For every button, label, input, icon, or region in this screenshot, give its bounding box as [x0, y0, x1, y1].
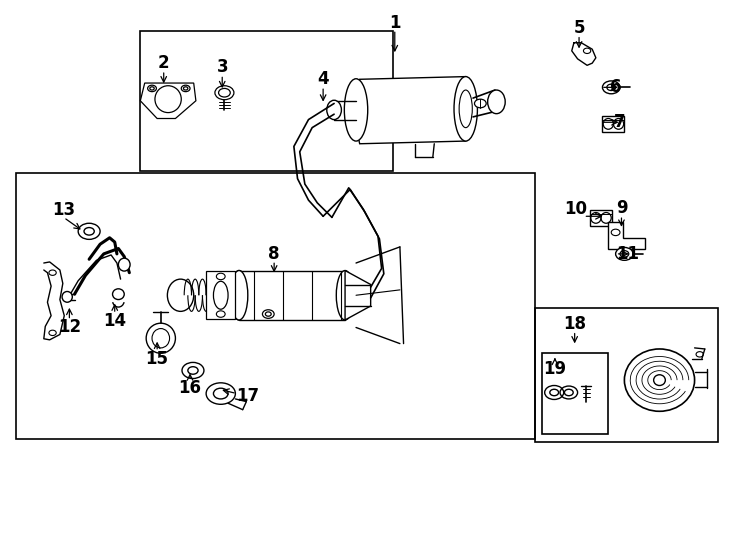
Bar	[603, 116, 625, 132]
Ellipse shape	[181, 85, 190, 92]
Text: 16: 16	[178, 379, 202, 397]
Bar	[590, 210, 612, 226]
Polygon shape	[352, 77, 473, 144]
Text: 10: 10	[564, 200, 587, 218]
Ellipse shape	[214, 281, 228, 309]
Text: 19: 19	[543, 360, 567, 379]
Ellipse shape	[344, 79, 368, 141]
Text: 13: 13	[52, 201, 75, 219]
Ellipse shape	[112, 289, 124, 300]
Ellipse shape	[616, 247, 633, 260]
Ellipse shape	[336, 271, 354, 320]
Polygon shape	[221, 271, 239, 320]
Text: 2: 2	[158, 54, 170, 72]
Ellipse shape	[118, 258, 130, 271]
Text: 18: 18	[563, 315, 586, 333]
Ellipse shape	[487, 90, 505, 113]
Bar	[16, 173, 535, 439]
Text: 3: 3	[217, 58, 228, 77]
Text: 14: 14	[103, 312, 126, 330]
Text: 15: 15	[145, 349, 169, 368]
Ellipse shape	[327, 100, 341, 119]
Ellipse shape	[167, 279, 194, 312]
Text: 12: 12	[58, 319, 81, 336]
Ellipse shape	[217, 273, 225, 280]
Ellipse shape	[474, 99, 486, 108]
Text: 4: 4	[317, 70, 329, 88]
Polygon shape	[206, 271, 236, 320]
Ellipse shape	[454, 77, 477, 141]
Ellipse shape	[217, 311, 225, 318]
Bar	[140, 31, 393, 171]
Ellipse shape	[146, 323, 175, 353]
Text: 9: 9	[616, 199, 628, 217]
Text: 17: 17	[236, 387, 259, 405]
Polygon shape	[608, 221, 645, 248]
Ellipse shape	[603, 81, 620, 94]
Bar	[535, 308, 718, 442]
Ellipse shape	[215, 86, 234, 100]
Bar	[542, 353, 608, 434]
Text: 8: 8	[269, 245, 280, 263]
Text: 6: 6	[610, 78, 622, 96]
Ellipse shape	[230, 271, 248, 320]
Ellipse shape	[230, 271, 248, 320]
Polygon shape	[345, 271, 371, 320]
Ellipse shape	[148, 85, 156, 92]
Text: 1: 1	[389, 14, 401, 32]
Text: 5: 5	[573, 19, 585, 37]
Text: 11: 11	[616, 245, 639, 263]
Ellipse shape	[263, 310, 274, 319]
Ellipse shape	[62, 292, 73, 302]
Bar	[239, 271, 345, 320]
Polygon shape	[140, 83, 196, 118]
Text: 7: 7	[614, 113, 625, 131]
